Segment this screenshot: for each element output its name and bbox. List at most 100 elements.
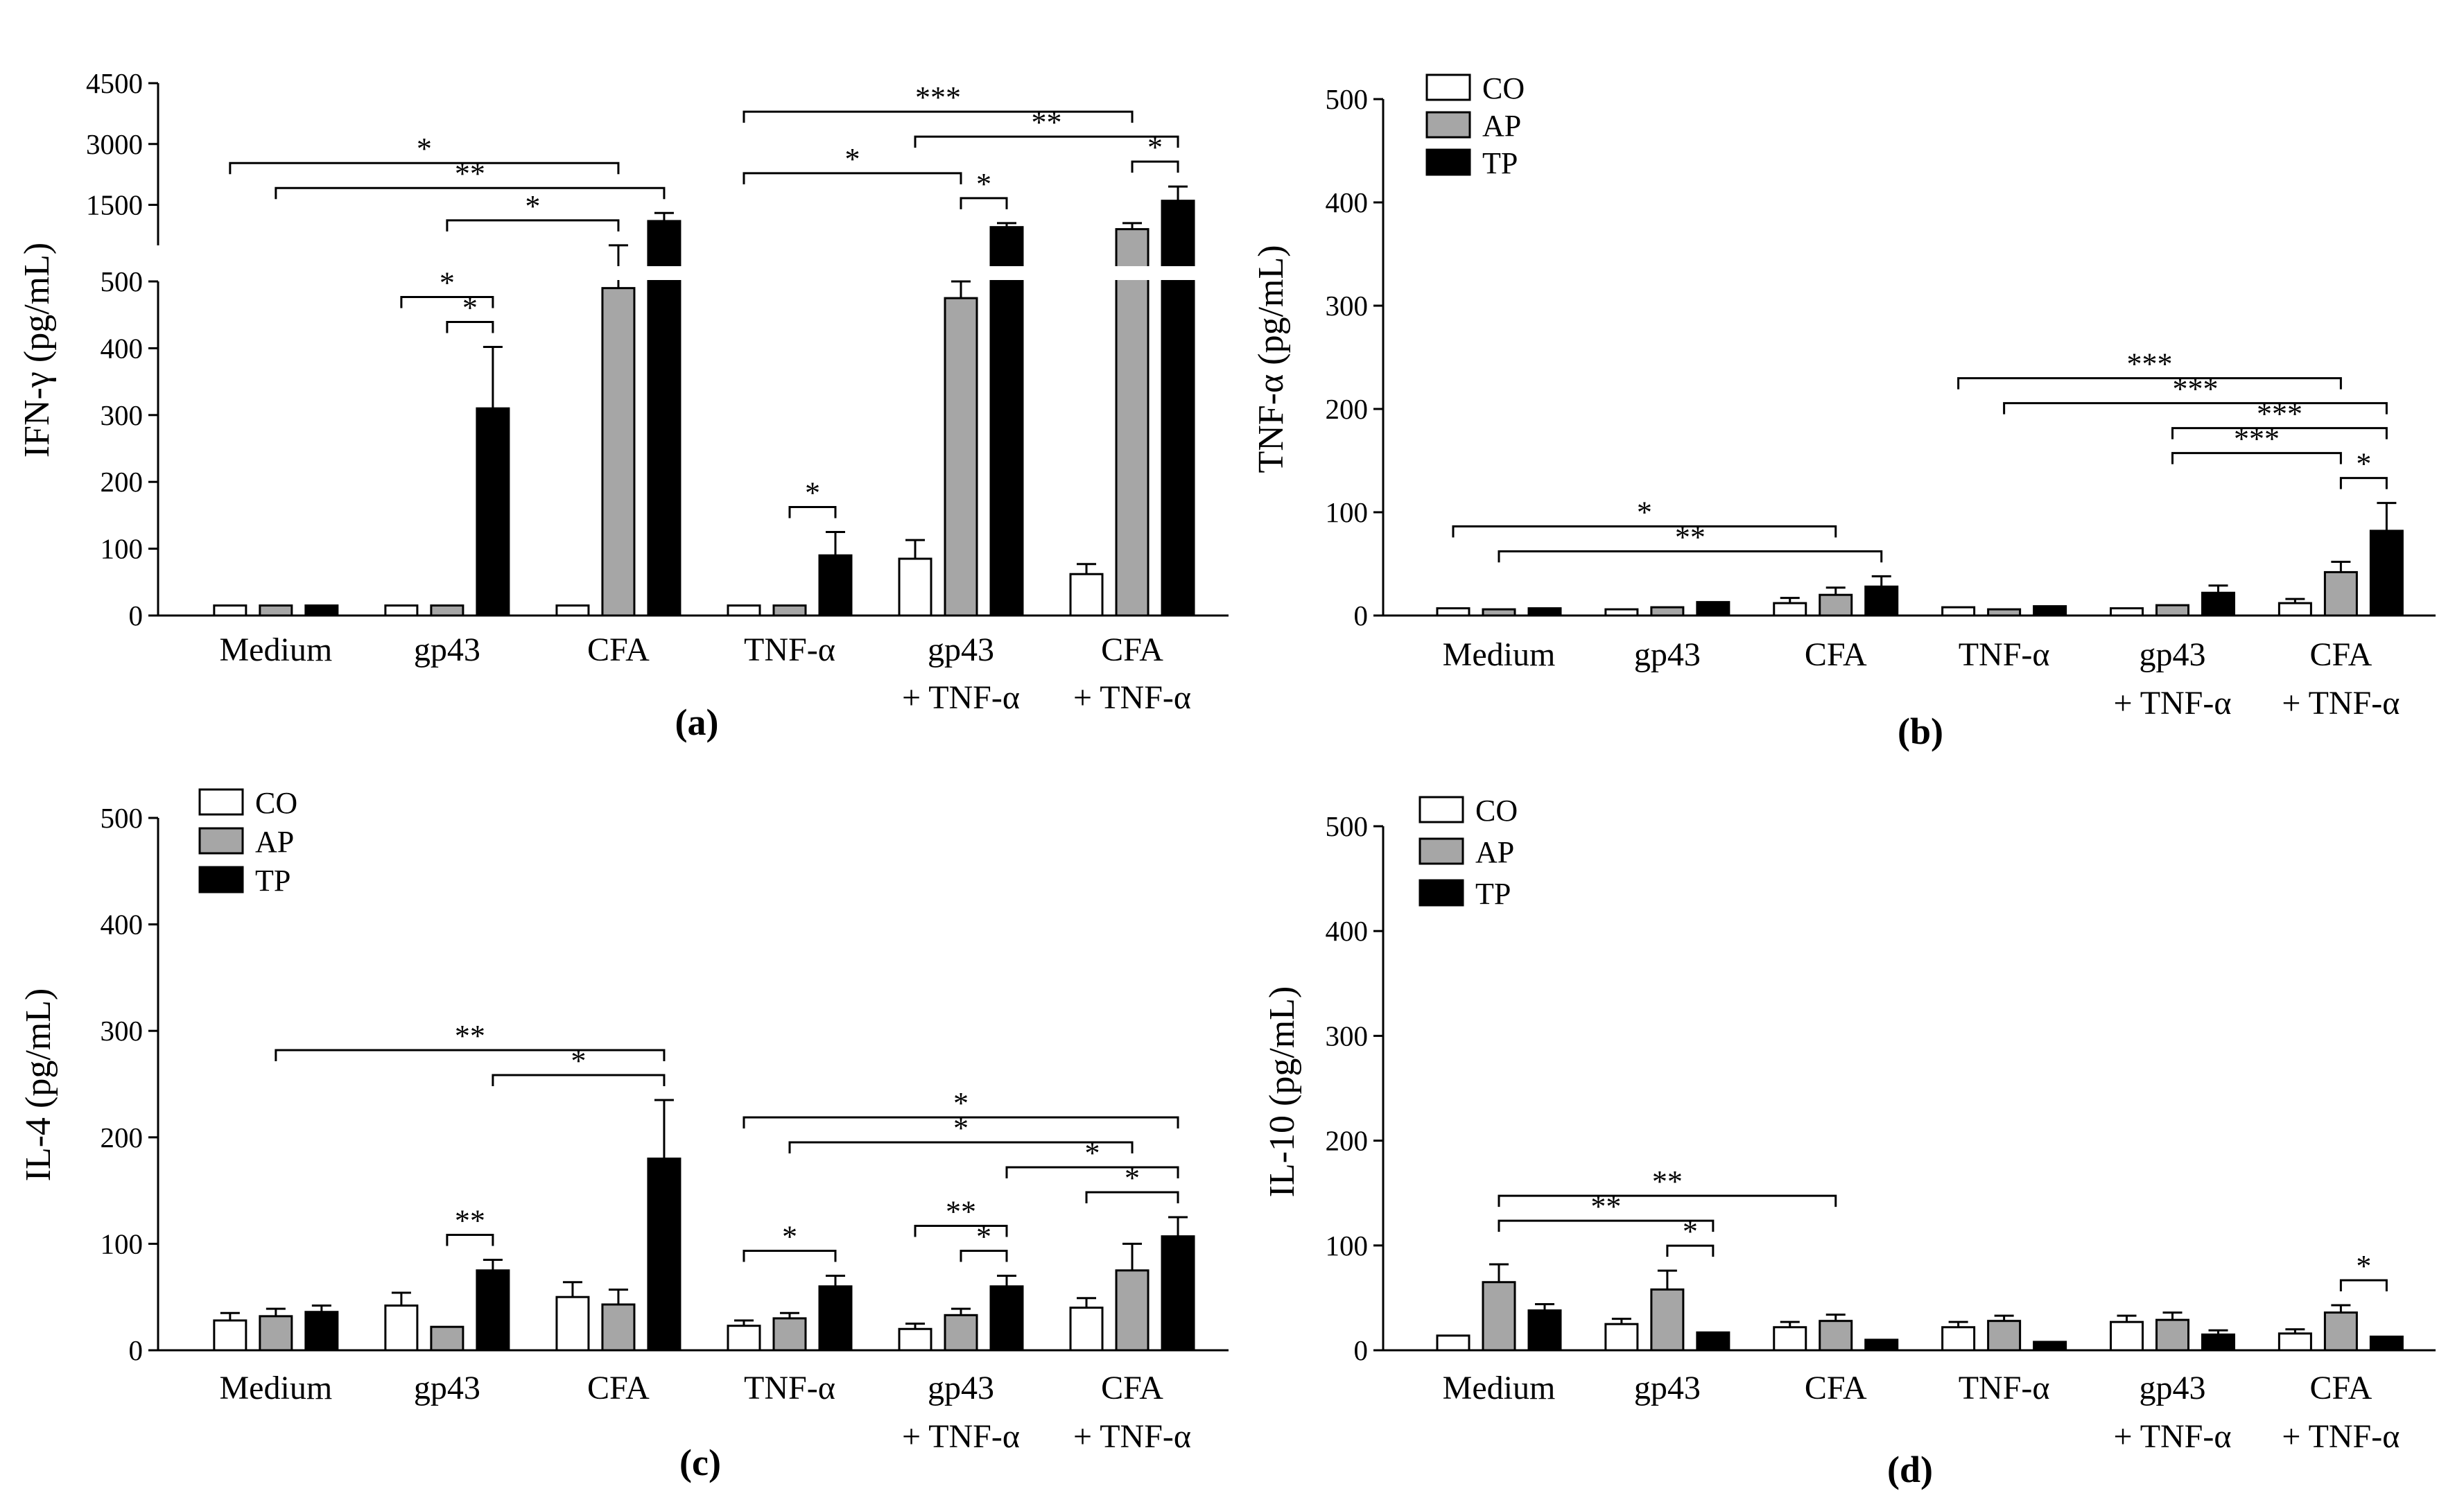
significance-label: * — [462, 290, 478, 324]
significance-label: ** — [455, 157, 485, 191]
significance-bracket — [788, 1141, 1134, 1153]
panel-b: 0 100 200 300 400 500 TNF-α (pg/mL) (b) Medium gp… — [1251, 71, 2436, 752]
category-label: gp43 — [928, 1370, 994, 1406]
significance-bracket — [229, 162, 620, 175]
bar-co — [555, 1296, 590, 1352]
legend-label: AP — [255, 825, 294, 859]
bar-ap — [944, 1314, 978, 1352]
significance-label: * — [805, 476, 820, 510]
category-label: + TNF-α — [2282, 1418, 2400, 1455]
significance-bracket — [2171, 452, 2342, 464]
significance-bracket — [960, 1249, 1008, 1262]
bar-ap — [259, 1315, 293, 1352]
bar-tp — [2201, 591, 2235, 617]
bar-tp — [1864, 1338, 1899, 1352]
y-tick-label: 400 — [1326, 915, 1369, 947]
bar-ap — [1650, 606, 1685, 617]
y-tick-label: 400 — [1326, 186, 1369, 218]
y-tick-label: 500 — [1326, 810, 1369, 842]
category-label: CFA — [2309, 1370, 2372, 1406]
bar-tp — [1864, 585, 1899, 617]
significance-label: * — [1147, 130, 1163, 164]
bar-ap — [2155, 604, 2189, 617]
y-tick-label: 400 — [101, 909, 144, 941]
y-tick-label: 300 — [1326, 290, 1369, 322]
bar-co — [1773, 1326, 1807, 1352]
significance-bracket — [2339, 1279, 2388, 1291]
significance-label: * — [1683, 1214, 1698, 1248]
category-label: TNF-α — [1959, 1370, 2050, 1406]
bar-tp — [647, 1158, 682, 1352]
legend-label: CO — [1482, 71, 1525, 105]
category-label: Medium — [220, 631, 333, 668]
category-label: + TNF-α — [1073, 1418, 1191, 1455]
category-label: + TNF-α — [2113, 685, 2231, 722]
significance-label: ** — [946, 1194, 976, 1228]
significance-bracket — [914, 135, 1179, 148]
bar-co — [1604, 1323, 1639, 1352]
bar-tp — [818, 1285, 853, 1352]
y-tick-label: 200 — [101, 1122, 144, 1153]
bar-tp — [2369, 530, 2404, 617]
bar-ap — [2155, 1318, 2189, 1352]
y-tick-label: 200 — [1326, 1125, 1369, 1157]
category-label: gp43 — [2140, 1370, 2206, 1406]
bar-tp — [1696, 601, 1730, 617]
significance-bracket — [2171, 427, 2388, 439]
significance-label: *** — [915, 80, 961, 114]
bar-tp — [1527, 607, 1562, 617]
bar-ap — [430, 604, 465, 617]
significance-label: ** — [455, 1019, 485, 1053]
bar-ap — [772, 604, 807, 617]
y-axis-title: IFN-γ (pg/mL) — [17, 243, 57, 457]
legend-swatch-tp — [1418, 879, 1464, 907]
y-tick-label: 4500 — [86, 67, 143, 99]
legend-label: TP — [1475, 877, 1511, 911]
bar-tp — [476, 407, 510, 617]
panel-label: (b) — [1898, 710, 1943, 752]
y-tick-label: 100 — [1326, 496, 1369, 528]
bar-ap — [944, 297, 978, 617]
y-tick-label: 200 — [101, 466, 144, 498]
y-tick-label: 500 — [101, 802, 144, 834]
bar-tp — [304, 1311, 339, 1352]
bar-ap — [1987, 608, 2022, 617]
legend-label: AP — [1475, 835, 1514, 869]
bar-tp — [647, 220, 682, 617]
bar-co — [1069, 1307, 1104, 1352]
bar-ap — [2323, 1311, 2358, 1352]
bar-tp — [2201, 1333, 2235, 1352]
y-tick-label: 100 — [101, 533, 144, 565]
bar-co — [1773, 602, 1807, 617]
legend-swatch-ap — [198, 827, 244, 855]
significance-label: * — [844, 142, 860, 176]
bar-ap — [1819, 593, 1853, 617]
category-label: Medium — [220, 1370, 333, 1406]
bar-co — [2110, 1320, 2144, 1352]
significance-label: ** — [455, 1203, 485, 1237]
significance-bracket — [2339, 477, 2388, 489]
significance-bracket — [1452, 525, 1837, 538]
significance-bracket — [743, 110, 1134, 123]
category-label: + TNF-α — [1073, 679, 1191, 716]
bar-co — [1941, 1326, 1976, 1352]
significance-label: * — [1125, 1161, 1140, 1195]
bar-co — [727, 1325, 761, 1352]
bar-tp — [2033, 605, 2067, 617]
legend-swatch-co — [198, 788, 244, 816]
panel-label: (d) — [1887, 1449, 1933, 1490]
legend-swatch-tp — [1425, 148, 1471, 176]
significance-label: *** — [2173, 372, 2219, 406]
significance-bracket — [1498, 1219, 1715, 1232]
significance-bracket — [446, 219, 620, 232]
bar-co — [1069, 573, 1104, 617]
significance-label: * — [953, 1111, 969, 1145]
bar-co — [1436, 1334, 1470, 1352]
category-label: + TNF-α — [2113, 1418, 2231, 1455]
category-label: TNF-α — [744, 1370, 835, 1406]
legend-swatch-tp — [198, 866, 244, 893]
bar-co — [2110, 607, 2144, 617]
bar-co — [384, 1304, 419, 1352]
significance-label: * — [782, 1219, 797, 1253]
